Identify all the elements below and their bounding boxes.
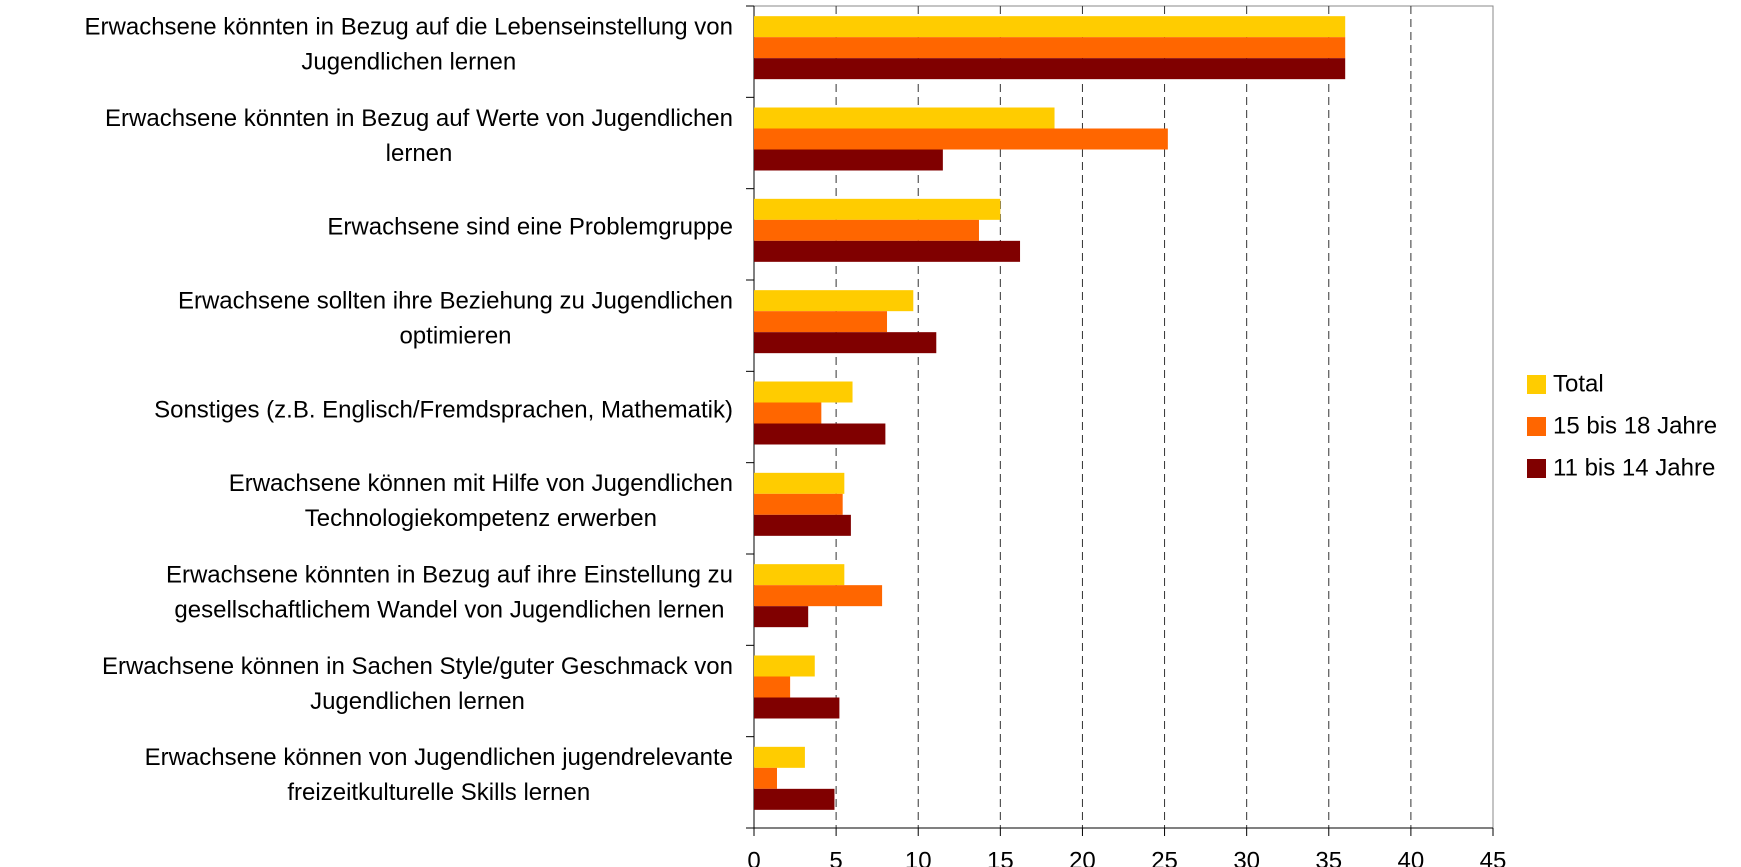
x-tick-label: 15 bbox=[987, 847, 1014, 867]
bar bbox=[754, 423, 886, 445]
bar bbox=[754, 58, 1346, 80]
bar bbox=[754, 402, 822, 424]
bar bbox=[754, 514, 851, 536]
bar bbox=[754, 381, 853, 403]
y-tick-label: Erwachsene sind eine Problemgruppe bbox=[327, 214, 733, 241]
x-tick-label: 5 bbox=[829, 847, 842, 867]
bar bbox=[754, 493, 843, 515]
y-tick-label: optimieren bbox=[399, 323, 511, 350]
bar bbox=[754, 746, 805, 768]
legend-label: Total bbox=[1553, 370, 1604, 397]
bar bbox=[754, 107, 1055, 129]
legend-swatch bbox=[1527, 417, 1546, 436]
bar bbox=[754, 767, 777, 789]
bar bbox=[754, 606, 809, 628]
y-tick-label: Erwachsene können von Jugendlichen jugen… bbox=[145, 744, 733, 771]
legend-label: 11 bis 14 Jahre bbox=[1553, 454, 1715, 481]
bar bbox=[754, 676, 791, 698]
x-tick-label: 10 bbox=[905, 847, 932, 867]
bar bbox=[754, 198, 1001, 220]
y-tick-label: Erwachsene können mit Hilfe von Jugendli… bbox=[229, 470, 733, 497]
legend-label: 15 bis 18 Jahre bbox=[1553, 412, 1717, 439]
y-tick-label: Erwachsene könnten in Bezug auf die Lebe… bbox=[85, 14, 733, 41]
legend-swatch bbox=[1527, 459, 1546, 478]
y-tick-label: gesellschaftlichem Wandel von Jugendlich… bbox=[174, 597, 724, 624]
y-tick-label: freizeitkulturelle Skills lernen bbox=[287, 779, 590, 806]
x-tick-label: 35 bbox=[1315, 847, 1342, 867]
bar bbox=[754, 655, 815, 677]
bar bbox=[754, 697, 840, 719]
bar bbox=[754, 37, 1346, 59]
legend-swatch bbox=[1527, 375, 1546, 394]
bar bbox=[754, 149, 943, 171]
x-tick-label: 45 bbox=[1480, 847, 1507, 867]
y-tick-label: Erwachsene sollten ihre Beziehung zu Jug… bbox=[178, 288, 733, 315]
bar bbox=[754, 332, 937, 354]
x-tick-label: 30 bbox=[1233, 847, 1260, 867]
bar bbox=[754, 290, 914, 312]
y-tick-label: Erwachsene könnten in Bezug auf Werte vo… bbox=[105, 105, 733, 132]
y-tick-label: Erwachsene können in Sachen Style/guter … bbox=[102, 653, 733, 680]
y-tick-label: Jugendlichen lernen bbox=[310, 688, 525, 715]
bar bbox=[754, 564, 845, 586]
x-tick-label: 0 bbox=[747, 847, 760, 867]
bar bbox=[754, 311, 888, 333]
bar bbox=[754, 128, 1168, 150]
y-tick-label: lernen bbox=[386, 140, 453, 167]
bar bbox=[754, 472, 845, 494]
y-tick-label: Erwachsene könnten in Bezug auf ihre Ein… bbox=[166, 562, 733, 589]
bar bbox=[754, 585, 883, 607]
x-tick-label: 20 bbox=[1069, 847, 1096, 867]
x-tick-label: 25 bbox=[1151, 847, 1178, 867]
bar bbox=[754, 788, 835, 810]
x-tick-label: 40 bbox=[1398, 847, 1425, 867]
bar bbox=[754, 240, 1021, 262]
bar bbox=[754, 16, 1346, 38]
y-tick-label: Sonstiges (z.B. Englisch/Fremdsprachen, … bbox=[154, 396, 733, 423]
y-tick-label: Jugendlichen lernen bbox=[301, 49, 516, 76]
y-tick-label: Technologiekompetenz erwerben bbox=[305, 505, 657, 532]
bar bbox=[754, 219, 979, 241]
